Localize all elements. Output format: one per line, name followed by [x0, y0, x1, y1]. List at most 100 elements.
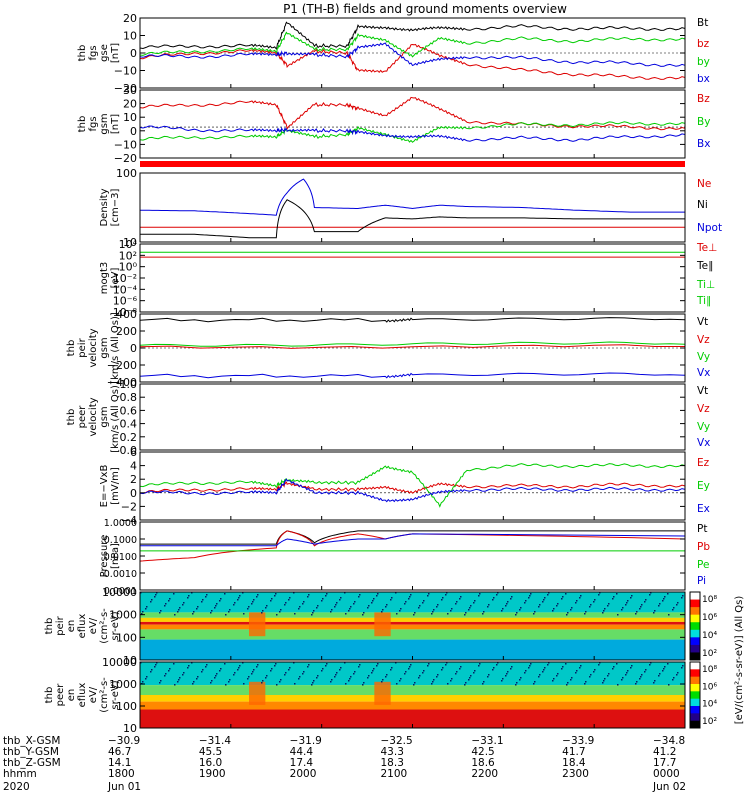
- spectrogram-pixel: [316, 677, 318, 679]
- spectrogram-pixel: [630, 597, 632, 599]
- y-tick-label: −2: [121, 500, 137, 513]
- spectrogram-pixel: [639, 678, 641, 680]
- spectrogram-pixel: [524, 672, 526, 674]
- spectrogram-pixel: [390, 669, 392, 671]
- y-tick-label: 1000: [109, 609, 137, 622]
- y-tick-label: 30: [123, 84, 137, 97]
- spectrogram-pixel: [590, 604, 592, 606]
- y-tick-label: 0: [130, 487, 137, 500]
- spectrogram-pixel: [501, 680, 503, 682]
- spectrogram-pixel: [584, 613, 586, 615]
- spectrogram-pixel: [468, 679, 470, 681]
- spectrogram-pixel: [608, 673, 610, 675]
- y-tick-label: 1.0: [120, 378, 138, 391]
- spectrogram-pixel: [363, 612, 365, 614]
- spectrogram-pixel: [174, 684, 176, 686]
- spectrogram-pixel: [330, 681, 332, 683]
- figure-title: P1 (TH-B) fields and ground moments over…: [283, 2, 567, 16]
- spectrogram-band: [140, 592, 685, 613]
- panel-frame: [139, 383, 686, 451]
- x-axis-value-z: 16.0: [199, 757, 222, 769]
- spectrogram-pixel: [547, 594, 549, 596]
- spectrogram-pixel: [317, 605, 319, 607]
- legend-entry-Vt: Vt: [697, 316, 708, 328]
- y-tick-label: 10: [123, 236, 137, 249]
- spectrogram-pixel: [168, 600, 170, 602]
- y-axis-label-line: thb: [77, 45, 88, 62]
- spectrogram-pixel: [460, 666, 462, 668]
- spectrogram-pixel: [548, 592, 550, 594]
- spectrogram-pixel: [368, 675, 370, 677]
- spectrogram-event: [249, 612, 266, 637]
- spectrogram-pixel: [441, 669, 443, 671]
- spectrogram-pixel: [627, 600, 629, 602]
- spectrogram-pixel: [621, 679, 623, 681]
- spectrogram-pixel: [543, 599, 545, 601]
- spectrogram-pixel: [529, 665, 531, 667]
- spectrogram-band: [140, 709, 685, 728]
- spectrogram-pixel: [233, 674, 235, 676]
- x-axis-value-z: 17.7: [653, 757, 676, 769]
- panel-pressure: 1.0000 0.1000 0.0100 0.0010 0.0001 Pressure [n…: [99, 518, 710, 597]
- spectrogram-pixel: [293, 592, 295, 594]
- spectrogram-band: [140, 662, 685, 686]
- y-axis-label: mogt3 [eV]: [99, 262, 121, 295]
- spectrogram-pixel: [182, 674, 184, 676]
- spectrogram-pixel: [552, 680, 554, 682]
- spectrogram-pixel: [459, 598, 461, 600]
- spectrogram-pixel: [447, 683, 449, 685]
- spectrogram-pixel: [358, 666, 360, 668]
- spectrogram-pixel: [233, 604, 235, 606]
- legend-entry-Vx: Vx: [697, 367, 710, 379]
- spectrogram-pixel: [413, 684, 415, 686]
- y-axis-label-line: [nT]: [110, 114, 121, 134]
- spectrogram-pixel: [631, 595, 633, 597]
- spectrogram-pixel: [177, 611, 179, 613]
- spectrogram-pixel: [644, 671, 646, 673]
- spectrogram-pixel: [557, 603, 559, 605]
- spectrogram-pixel: [668, 684, 670, 686]
- series-line-Vx: [139, 372, 686, 379]
- x-axis-value-x: −31.9: [290, 735, 322, 747]
- spectrogram-pixel: [271, 598, 273, 600]
- spectrogram-pixel: [431, 613, 433, 615]
- spectrogram-pixel: [548, 662, 550, 664]
- series-line-Bt: [139, 21, 686, 50]
- y-tick-label: 10: [123, 722, 137, 735]
- spectrogram-pixel: [275, 663, 277, 665]
- spectrogram-pixel: [553, 678, 555, 680]
- spectrogram-pixel: [274, 665, 276, 667]
- spectrogram-pixel: [469, 677, 471, 679]
- spectrogram-pixel: [265, 677, 267, 679]
- spectrogram-pixel: [473, 602, 475, 604]
- spectrogram-pixel: [279, 611, 281, 613]
- spectrogram-pixel: [335, 674, 337, 676]
- spectrogram-pixel: [288, 599, 290, 601]
- spectrogram-pixel: [211, 680, 213, 682]
- spectrogram-pixel: [280, 679, 282, 681]
- spectrogram-pixel: [422, 672, 424, 674]
- spectrogram-pixel: [405, 601, 407, 603]
- y-tick-label: 0: [130, 47, 137, 60]
- y-tick-label: 10000: [102, 586, 137, 599]
- spectrogram-pixel: [465, 682, 467, 684]
- spectrogram-pixel: [228, 681, 230, 683]
- spectrogram-pixel: [182, 604, 184, 606]
- spectrogram-pixel: [446, 592, 448, 594]
- panel-fgs_gse: 20 10 0 −10 −20 thb fgs gse [nT] Bt bz by bx: [77, 12, 710, 95]
- spectrogram-pixel: [349, 608, 351, 610]
- spectrogram-pixel: [492, 599, 494, 601]
- y-axis-label-line: [mV/m]: [110, 467, 121, 505]
- spectrogram-pixel: [506, 603, 508, 605]
- y-tick-label: 20: [123, 12, 137, 25]
- spectrogram-pixel: [367, 607, 369, 609]
- spectrogram-pixel: [663, 668, 665, 670]
- spectrogram-pixel: [145, 678, 147, 680]
- spectrogram-pixel: [455, 603, 457, 605]
- series-line-by: [139, 31, 686, 58]
- spectrogram-pixel: [576, 600, 578, 602]
- spectrogram-pixel: [566, 614, 568, 616]
- spectrogram-pixel: [151, 599, 153, 601]
- spectrogram-pixel: [653, 682, 655, 684]
